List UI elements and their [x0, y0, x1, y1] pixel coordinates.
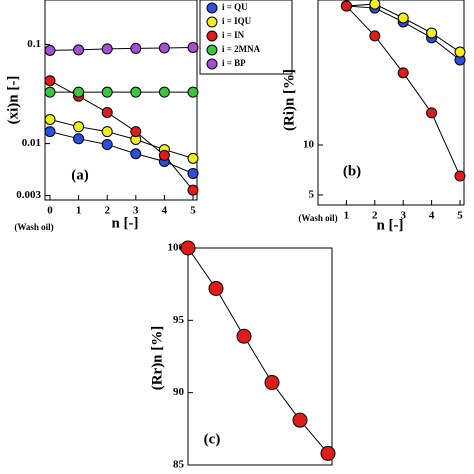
data-point	[264, 375, 280, 391]
x-note: (Wash oil)	[14, 222, 53, 232]
data-point	[73, 133, 85, 145]
data-point	[158, 149, 170, 161]
y-tick-label: 0.01	[22, 137, 41, 149]
data-point	[187, 184, 199, 196]
legend-marker	[206, 44, 218, 56]
series-line	[49, 46, 194, 51]
legend-box	[199, 0, 293, 75]
x-axis-label: n [-]	[111, 215, 138, 231]
data-point	[44, 126, 56, 138]
data-point	[340, 0, 352, 12]
y-axis-label: (xi)n [-]	[5, 76, 21, 125]
data-point	[369, 30, 381, 42]
y-tick-label: 90	[173, 386, 185, 398]
panel-label: (a)	[71, 167, 89, 183]
data-point	[180, 240, 196, 256]
legend-label: i = IN	[222, 30, 245, 40]
legend-marker	[206, 16, 218, 28]
series-line	[346, 5, 461, 177]
data-point	[130, 148, 142, 160]
legend-label: i = QU	[222, 2, 248, 12]
x-tick-label: 5	[457, 210, 463, 222]
data-point	[158, 86, 170, 98]
x-tick-label: 2	[372, 210, 378, 222]
data-point	[101, 106, 113, 118]
data-point	[73, 44, 85, 56]
y-axis-label: (Ri)n [%]	[281, 69, 297, 131]
data-point	[187, 152, 199, 164]
legend-label: i = IQU	[222, 16, 252, 26]
x-tick-label: 0	[47, 205, 53, 217]
data-point	[320, 445, 336, 461]
x-tick-label: 4	[162, 205, 168, 217]
panel-label: (c)	[204, 431, 221, 447]
series-line	[49, 118, 194, 159]
data-point	[101, 126, 113, 138]
data-point	[187, 41, 199, 53]
legend-label: i = BP	[222, 58, 246, 68]
data-point	[130, 42, 142, 54]
y-tick-label: 5	[309, 188, 315, 200]
legend-label: i = 2MNA	[222, 44, 261, 54]
data-point	[426, 107, 438, 119]
data-point	[187, 86, 199, 98]
x-tick-label: 1	[76, 205, 82, 217]
data-point	[44, 86, 56, 98]
y-tick-label: 0.1	[27, 38, 41, 50]
legend-marker	[206, 2, 218, 14]
data-point	[44, 75, 56, 87]
x-tick-label: 3	[400, 210, 406, 222]
data-point	[292, 412, 308, 428]
data-point	[158, 42, 170, 54]
x-tick-label: 4	[429, 210, 435, 222]
data-point	[101, 43, 113, 55]
legend-marker	[206, 30, 218, 42]
data-point	[101, 138, 113, 150]
legend-marker	[206, 58, 218, 70]
data-point	[208, 281, 224, 297]
data-point	[397, 67, 409, 79]
x-note: (Wash oil)	[298, 213, 337, 223]
plot-frame	[317, 0, 465, 206]
data-point	[369, 0, 381, 10]
data-point	[44, 113, 56, 125]
plot-frame	[44, 0, 198, 201]
data-point	[397, 12, 409, 24]
data-point	[73, 86, 85, 98]
data-point	[130, 126, 142, 138]
data-point	[44, 44, 56, 56]
data-point	[130, 86, 142, 98]
x-tick-label: 5	[190, 205, 196, 217]
plot-frame	[187, 247, 333, 466]
y-axis-label: (Rr)n [%]	[149, 326, 165, 391]
y-tick-label: 0.003	[16, 189, 41, 201]
data-point	[187, 167, 199, 179]
data-point	[236, 328, 252, 344]
data-point	[454, 170, 466, 182]
x-tick-label: 1	[344, 210, 350, 222]
data-point	[101, 86, 113, 98]
y-tick-label: 100	[168, 242, 185, 254]
data-point	[73, 121, 85, 133]
data-point	[454, 46, 466, 58]
panel-label: (b)	[343, 163, 361, 179]
data-point	[426, 27, 438, 39]
y-tick-label: 95	[173, 314, 185, 326]
y-tick-label: 85	[173, 459, 185, 471]
x-axis-label: n [-]	[376, 217, 403, 233]
x-tick-label: 2	[104, 205, 110, 217]
y-tick-label: 10	[303, 139, 315, 151]
series-line	[346, 3, 461, 53]
x-tick-label: 3	[133, 205, 139, 217]
